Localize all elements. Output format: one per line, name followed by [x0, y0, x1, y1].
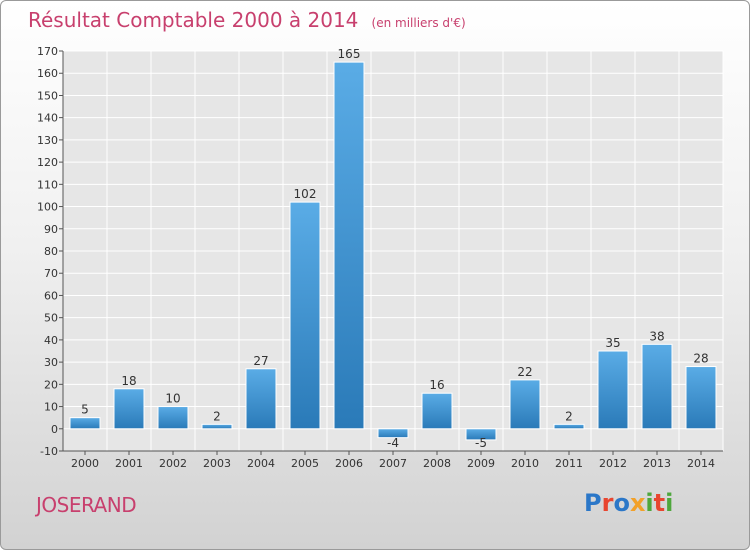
- data-label: -4: [387, 436, 399, 450]
- y-tick-label: -10: [40, 445, 58, 458]
- bar: [509, 379, 541, 430]
- data-label: 35: [605, 336, 620, 350]
- bar: [333, 61, 365, 430]
- bar: [289, 201, 321, 430]
- y-tick-label: 130: [37, 134, 58, 147]
- data-label: 16: [429, 378, 444, 392]
- chart-title: Résultat Comptable 2000 à 2014: [28, 8, 359, 32]
- y-tick-label: 10: [44, 401, 58, 414]
- bar: [597, 350, 629, 430]
- y-tick-label: 150: [37, 89, 58, 102]
- data-label: 27: [253, 354, 268, 368]
- data-label: 10: [165, 392, 180, 406]
- x-tick-label: 2008: [423, 457, 451, 470]
- bar: [553, 423, 585, 430]
- data-label: 102: [294, 187, 317, 201]
- y-tick-label: 160: [37, 67, 58, 80]
- axes: -10 0 10 20 30 40 50 60 70 80 90 100 110 120 130 140 150…: [37, 45, 723, 470]
- bar: [465, 428, 497, 441]
- bars: [69, 61, 717, 441]
- y-tick-label: 170: [37, 45, 58, 58]
- x-tick-label: 2001: [115, 457, 143, 470]
- bar: [685, 366, 717, 430]
- data-label: 5: [81, 403, 89, 417]
- bar: [641, 343, 673, 430]
- commune-name: JOSERAND: [36, 493, 137, 517]
- y-tick-label: 110: [37, 178, 58, 191]
- x-tick-label: 2010: [511, 457, 539, 470]
- bar: [377, 428, 409, 439]
- y-tick-label: 120: [37, 156, 58, 169]
- x-tick-label: 2011: [555, 457, 583, 470]
- x-tick-label: 2000: [71, 457, 99, 470]
- y-tick-label: 140: [37, 112, 58, 125]
- y-tick-label: 30: [44, 356, 58, 369]
- x-tick-label: 2007: [379, 457, 407, 470]
- data-label: 165: [338, 47, 361, 61]
- y-tick-label: 40: [44, 334, 58, 347]
- data-label: 22: [517, 365, 532, 379]
- y-tick-label: 0: [51, 423, 58, 436]
- x-tick-label: 2009: [467, 457, 495, 470]
- x-tick-label: 2005: [291, 457, 319, 470]
- bar: [245, 368, 277, 430]
- y-tick-label: 20: [44, 378, 58, 391]
- bar: [421, 392, 453, 430]
- x-tick-label: 2002: [159, 457, 187, 470]
- y-tick-label: 100: [37, 201, 58, 214]
- y-tick-label: 60: [44, 289, 58, 302]
- bar: [113, 388, 145, 430]
- chart-subtitle: (en milliers d'€): [371, 16, 466, 30]
- data-label: -5: [475, 436, 487, 450]
- bar: [69, 417, 101, 430]
- y-tick-label: 50: [44, 312, 58, 325]
- x-tick-label: 2014: [687, 457, 715, 470]
- y-tick-label: 90: [44, 223, 58, 236]
- bar: [201, 423, 233, 430]
- x-tick-label: 2012: [599, 457, 627, 470]
- y-tick-label: 70: [44, 267, 58, 280]
- title-row: Résultat Comptable 2000 à 2014 (en milli…: [28, 8, 466, 32]
- x-tick-label: 2013: [643, 457, 671, 470]
- x-tick-label: 2004: [247, 457, 275, 470]
- proxiti-logo: Proxiti: [584, 489, 674, 517]
- data-label: 18: [121, 374, 136, 388]
- x-tick-label: 2003: [203, 457, 231, 470]
- data-label: 38: [649, 329, 664, 343]
- data-label: 2: [565, 409, 573, 423]
- data-label: 2: [213, 409, 221, 423]
- y-tick-label: 80: [44, 245, 58, 258]
- data-label: 28: [693, 352, 708, 366]
- bar: [157, 406, 189, 430]
- x-tick-label: 2006: [335, 457, 363, 470]
